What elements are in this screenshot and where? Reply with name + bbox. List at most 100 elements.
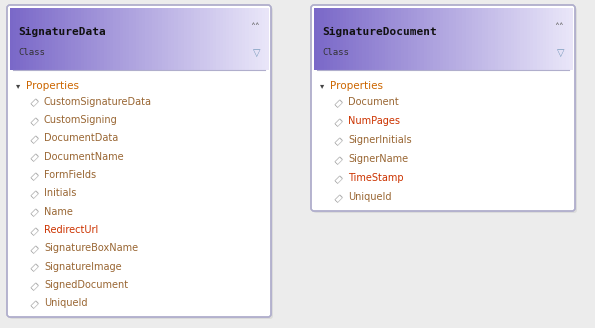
Bar	[394, 8, 398, 70]
Bar	[530, 8, 534, 70]
Text: SignatureBoxName: SignatureBoxName	[44, 243, 138, 253]
Bar	[462, 8, 466, 70]
Bar	[149, 8, 152, 70]
Bar	[430, 8, 434, 70]
Text: Name: Name	[44, 207, 73, 216]
Text: ˄˄: ˄˄	[555, 23, 564, 33]
Bar	[74, 8, 78, 70]
Bar	[210, 8, 214, 70]
Bar	[562, 8, 566, 70]
Bar	[424, 8, 427, 70]
Bar	[392, 8, 395, 70]
Bar	[258, 8, 262, 70]
Bar	[330, 8, 334, 70]
Text: ⛏: ⛏	[30, 243, 40, 253]
Text: ⛏: ⛏	[30, 262, 40, 272]
Text: RedirectUrl: RedirectUrl	[44, 225, 98, 235]
Bar	[242, 8, 246, 70]
Bar	[226, 8, 230, 70]
Bar	[521, 8, 524, 70]
Bar	[220, 8, 223, 70]
Bar	[365, 8, 369, 70]
Bar	[314, 8, 318, 70]
Bar	[459, 8, 463, 70]
Text: ⛏: ⛏	[30, 225, 40, 235]
Bar	[155, 8, 159, 70]
Bar	[540, 8, 543, 70]
Bar	[36, 8, 39, 70]
Text: DocumentData: DocumentData	[44, 133, 118, 143]
Bar	[178, 8, 181, 70]
Bar	[162, 8, 165, 70]
Bar	[440, 8, 443, 70]
Bar	[549, 8, 553, 70]
Bar	[184, 8, 188, 70]
Text: ⛏: ⛏	[334, 116, 344, 126]
Bar	[136, 8, 139, 70]
Bar	[58, 8, 62, 70]
Bar	[527, 8, 531, 70]
Text: Document: Document	[348, 97, 399, 107]
Bar	[411, 8, 415, 70]
Bar	[62, 8, 65, 70]
Bar	[107, 8, 111, 70]
Bar	[343, 8, 347, 70]
Bar	[206, 8, 211, 70]
Bar	[385, 8, 389, 70]
Bar	[346, 8, 350, 70]
Bar	[340, 8, 343, 70]
Bar	[33, 8, 36, 70]
Bar	[569, 8, 572, 70]
Bar	[362, 8, 366, 70]
Bar	[478, 8, 482, 70]
Bar	[29, 8, 33, 70]
Text: ⛏: ⛏	[30, 298, 40, 308]
Bar	[158, 8, 162, 70]
Text: ▽: ▽	[252, 48, 260, 58]
Bar	[97, 8, 101, 70]
Bar	[39, 8, 43, 70]
Bar	[233, 8, 236, 70]
Bar	[417, 8, 421, 70]
Bar	[321, 8, 324, 70]
Bar	[337, 8, 340, 70]
Bar	[23, 8, 27, 70]
Bar	[414, 8, 418, 70]
Text: SignedDocument: SignedDocument	[44, 280, 128, 290]
Bar	[13, 8, 17, 70]
Bar	[472, 8, 476, 70]
Bar	[375, 8, 379, 70]
Text: Class: Class	[18, 48, 45, 57]
Bar	[349, 8, 353, 70]
Bar	[511, 8, 515, 70]
Text: ⛏: ⛏	[30, 115, 40, 125]
Bar	[81, 8, 84, 70]
Bar	[90, 8, 95, 70]
Bar	[333, 8, 337, 70]
Bar	[398, 8, 402, 70]
Bar	[55, 8, 59, 70]
Bar	[437, 8, 440, 70]
Text: ⛏: ⛏	[30, 170, 40, 180]
Bar	[84, 8, 88, 70]
Text: ▾: ▾	[320, 81, 324, 91]
Bar	[174, 8, 178, 70]
Text: ⛏: ⛏	[334, 135, 344, 145]
Text: UniqueId: UniqueId	[44, 298, 87, 308]
Bar	[546, 8, 550, 70]
Bar	[68, 8, 72, 70]
Bar	[168, 8, 172, 70]
FancyBboxPatch shape	[7, 5, 271, 317]
Bar	[265, 8, 268, 70]
Text: NumPages: NumPages	[348, 116, 400, 126]
Bar	[356, 8, 359, 70]
Bar	[427, 8, 431, 70]
Bar	[65, 8, 68, 70]
Bar	[187, 8, 191, 70]
Bar	[194, 8, 198, 70]
Bar	[456, 8, 459, 70]
Text: UniqueId: UniqueId	[348, 192, 392, 202]
Bar	[133, 8, 136, 70]
Text: ⛏: ⛏	[30, 97, 40, 107]
Text: ⛏: ⛏	[334, 97, 344, 107]
